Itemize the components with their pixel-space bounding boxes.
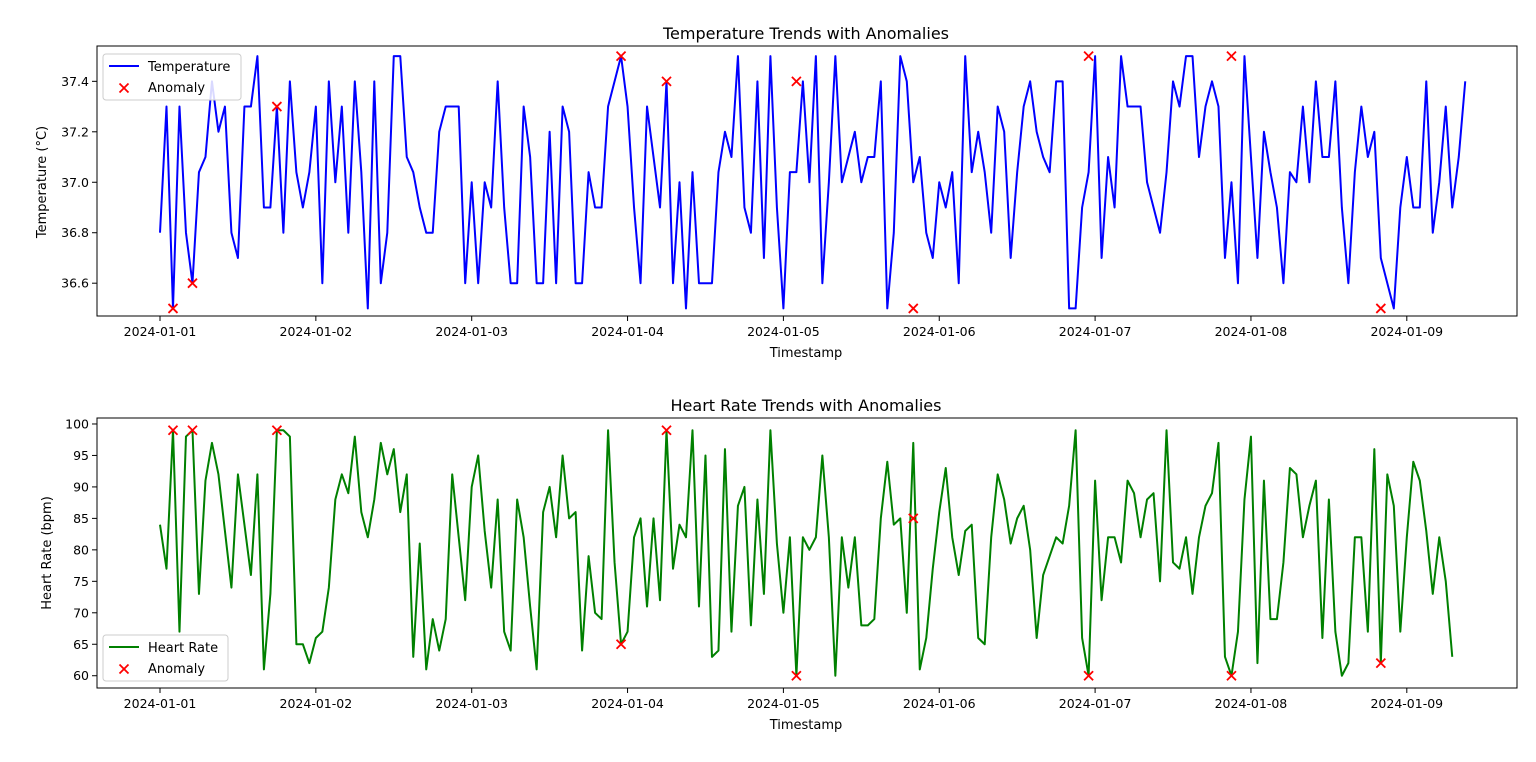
heart-rate-x-axis-label: Timestamp	[769, 718, 843, 733]
heart-rate-legend-anomaly-marker	[118, 663, 130, 675]
heart-rate-x-tick-label: 2024-01-09	[1370, 696, 1443, 711]
heart-rate-anomaly-point	[167, 425, 179, 436]
heart-rate-anomaly-point	[791, 670, 802, 681]
heart-rate-y-tick-label: 100	[65, 416, 89, 431]
temperature-chart-title: Temperature Trends with Anomalies	[662, 24, 949, 43]
temperature-chart: Temperature Trends with Anomalies 2024-0…	[35, 24, 1518, 361]
heart-rate-chart: Heart Rate Trends with Anomalies 2024-01…	[40, 396, 1518, 733]
temperature-anomaly-point	[615, 50, 627, 62]
temperature-plot-area	[96, 45, 1518, 317]
heart-rate-y-ticks: 60 65 70 75 80 85 90 95 100	[65, 416, 97, 683]
temperature-x-tick-label: 2024-01-06	[903, 324, 976, 339]
temperature-legend-label: Temperature	[147, 60, 230, 75]
temperature-x-tick-label: 2024-01-07	[1059, 324, 1132, 339]
heart-rate-anomaly-point	[615, 639, 627, 650]
temperature-x-tick-label: 2024-01-09	[1370, 324, 1443, 339]
heart-rate-x-tick-label: 2024-01-06	[903, 696, 976, 711]
temperature-x-tick-label: 2024-01-03	[435, 324, 508, 339]
heart-rate-y-tick-label: 65	[73, 637, 89, 652]
heart-rate-y-tick-label: 60	[73, 668, 89, 683]
temperature-legend-anomaly-label: Anomaly	[148, 81, 205, 96]
temperature-anomaly-point	[791, 76, 802, 87]
temperature-x-tick-label: 2024-01-01	[124, 324, 197, 339]
heart-rate-x-tick-label: 2024-01-04	[591, 696, 664, 711]
temperature-y-tick-label: 37.0	[61, 175, 89, 190]
temperature-anomaly-point	[1375, 303, 1386, 314]
heart-rate-x-tick-label: 2024-01-05	[747, 696, 820, 711]
heart-rate-x-tick-label: 2024-01-03	[435, 696, 508, 711]
heart-rate-plot-area	[96, 417, 1518, 689]
temperature-x-tick-label: 2024-01-05	[747, 324, 820, 339]
heart-rate-anomaly-point	[1083, 670, 1094, 681]
heart-rate-y-axis-label: Heart Rate (bpm)	[40, 496, 55, 610]
temperature-anomaly-point	[271, 101, 283, 112]
temperature-y-tick-label: 37.4	[61, 74, 89, 89]
temperature-y-ticks: 36.6 36.8 37.0 37.2 37.4	[61, 74, 97, 291]
temperature-anomaly-point	[167, 303, 179, 314]
heart-rate-anomaly-point	[271, 425, 283, 436]
heart-rate-y-tick-label: 90	[73, 479, 89, 494]
temperature-series-line	[159, 55, 1467, 310]
heart-rate-y-tick-label: 85	[73, 511, 89, 526]
temperature-axes-frame	[96, 45, 1518, 317]
heart-rate-series-line	[159, 429, 1454, 677]
temperature-legend: Temperature Anomaly	[102, 53, 242, 101]
heart-rate-y-tick-label: 70	[73, 605, 89, 620]
temperature-x-ticks: 2024-01-01 2024-01-02 2024-01-03 2024-01-04…	[124, 316, 1443, 339]
heart-rate-x-tick-label: 2024-01-07	[1059, 696, 1132, 711]
heart-rate-y-tick-label: 95	[73, 448, 89, 463]
temperature-x-tick-label: 2024-01-08	[1215, 324, 1288, 339]
heart-rate-chart-title: Heart Rate Trends with Anomalies	[671, 396, 942, 415]
temperature-anomaly-point	[187, 278, 198, 289]
heart-rate-anomaly-point	[661, 425, 672, 436]
heart-rate-x-ticks: 2024-01-01 2024-01-02 2024-01-03 2024-01-04…	[124, 688, 1443, 711]
temperature-y-axis-label: Temperature (°C)	[35, 126, 50, 239]
heart-rate-anomaly-point	[187, 425, 198, 436]
temperature-legend-anomaly-marker	[118, 82, 130, 94]
temperature-y-tick-label: 36.6	[61, 276, 89, 291]
heart-rate-plot-contents	[159, 429, 1454, 677]
heart-rate-y-tick-label: 80	[73, 542, 89, 557]
temperature-anomaly-point	[1226, 50, 1237, 62]
temperature-y-tick-label: 36.8	[61, 225, 89, 240]
heart-rate-x-tick-label: 2024-01-08	[1215, 696, 1288, 711]
temperature-plot-contents	[159, 55, 1467, 310]
heart-rate-anomaly-point	[1375, 658, 1386, 669]
heart-rate-legend: Heart Rate Anomaly	[102, 634, 229, 682]
temperature-anomaly-point	[1083, 50, 1094, 62]
heart-rate-anomaly-point	[1226, 670, 1237, 681]
heart-rate-y-tick-label: 75	[73, 574, 89, 589]
temperature-y-tick-label: 37.2	[61, 124, 89, 139]
temperature-x-tick-label: 2024-01-02	[280, 324, 353, 339]
heart-rate-anomaly-point	[908, 513, 919, 524]
temperature-anomaly-point	[661, 76, 672, 87]
heart-rate-x-tick-label: 2024-01-02	[280, 696, 353, 711]
heart-rate-x-tick-label: 2024-01-01	[124, 696, 197, 711]
temperature-x-tick-label: 2024-01-04	[591, 324, 664, 339]
temperature-anomaly-point	[908, 303, 919, 314]
temperature-x-axis-label: Timestamp	[769, 346, 843, 361]
heart-rate-legend-anomaly-label: Anomaly	[148, 662, 205, 677]
heart-rate-axes-frame	[96, 417, 1518, 689]
heart-rate-legend-label: Heart Rate	[148, 641, 218, 656]
